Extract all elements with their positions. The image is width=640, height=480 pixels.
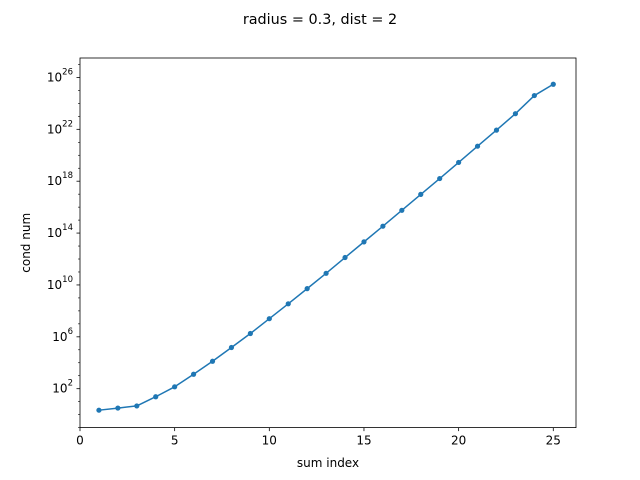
data-point (134, 403, 140, 409)
y-tick-label: 1014 (47, 223, 73, 240)
data-point (493, 127, 500, 133)
data-point (380, 223, 386, 229)
data-point (209, 358, 216, 364)
data-point (115, 405, 121, 411)
data-point (172, 384, 178, 390)
data-point (399, 207, 405, 213)
x-tick-label: 0 (76, 434, 84, 448)
data-point (512, 111, 519, 117)
chart-title: radius = 0.3, dist = 2 (243, 12, 397, 28)
series-layer (96, 81, 556, 413)
y-tick-label: 106 (52, 327, 73, 344)
data-point (550, 81, 556, 87)
data-point (456, 159, 462, 166)
y-tick-label: 1018 (47, 171, 73, 188)
data-point (247, 330, 253, 337)
x-tick-label: 25 (546, 434, 561, 448)
data-point (96, 407, 102, 413)
x-axis-label: sum index (297, 456, 359, 470)
x-tick-label: 5 (171, 434, 179, 448)
data-point (531, 92, 537, 99)
x-tick-label: 10 (262, 434, 277, 448)
y-tick-label: 1026 (47, 67, 73, 84)
y-tick-label: 1010 (47, 275, 73, 292)
data-point (228, 344, 235, 351)
data-point (153, 394, 159, 400)
plot-frame (79, 57, 577, 429)
data-point (304, 286, 310, 292)
data-point (190, 371, 197, 377)
x-tick-label: 15 (356, 434, 371, 448)
data-point (474, 143, 481, 149)
x-tick-label: 20 (451, 434, 466, 448)
data-point (361, 239, 367, 245)
data-point (266, 316, 272, 322)
plot-area (80, 58, 576, 428)
data-point (437, 175, 443, 182)
data-point (418, 191, 424, 197)
axis-ticks: 0 5 10 15 20 25 102 106 1010 1014 1018 1022 1026 (47, 64, 561, 448)
data-point (323, 270, 329, 276)
data-point (342, 254, 348, 261)
data-point (285, 301, 291, 307)
y-tick-label: 102 (52, 379, 73, 396)
y-axis-label: cond num (19, 213, 33, 273)
y-tick-label: 1022 (47, 119, 73, 136)
